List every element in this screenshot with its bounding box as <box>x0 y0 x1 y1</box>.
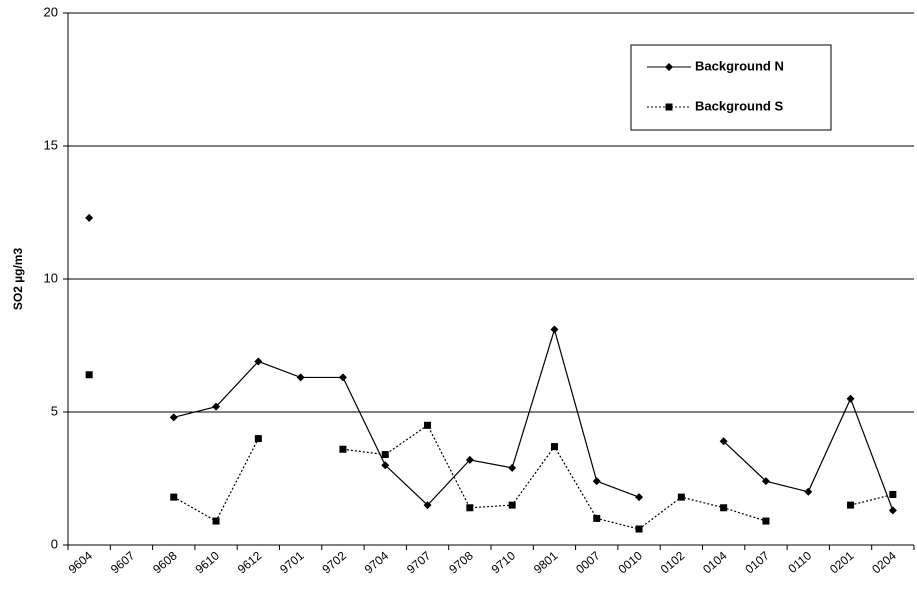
x-tick-label: 0102 <box>658 548 688 576</box>
marker <box>665 63 673 71</box>
marker <box>170 493 178 501</box>
y-tick-label: 20 <box>44 4 58 19</box>
marker <box>719 437 728 446</box>
x-tick-label: 9607 <box>108 548 138 576</box>
marker <box>339 445 347 453</box>
x-tick-label: 9701 <box>277 548 307 576</box>
marker <box>804 487 813 496</box>
x-tick-label: 9710 <box>489 548 519 576</box>
marker <box>85 371 93 379</box>
x-tick-label: 9801 <box>531 548 561 576</box>
x-tick-label: 0110 <box>785 548 814 576</box>
marker <box>254 435 262 443</box>
x-tick-label: 9708 <box>446 548 476 576</box>
y-tick-label: 15 <box>44 137 58 152</box>
x-tick-label: 9704 <box>362 548 392 576</box>
marker <box>424 421 432 429</box>
series-line <box>173 327 894 511</box>
marker <box>508 463 517 472</box>
marker <box>296 373 305 382</box>
y-tick-label: 5 <box>51 403 58 418</box>
x-tick-label: 9604 <box>66 548 96 576</box>
y-axis-label: SO2 µg/m3 <box>11 248 25 311</box>
marker <box>169 413 178 422</box>
legend-label: Background S <box>695 98 783 113</box>
x-tick-label: 0201 <box>827 548 857 576</box>
x-tick-label: 0204 <box>869 548 899 576</box>
marker <box>85 213 94 222</box>
x-tick-label: 0104 <box>700 548 730 576</box>
marker <box>635 525 643 533</box>
marker <box>889 490 897 498</box>
x-tick-label: 0007 <box>573 548 603 576</box>
marker <box>381 451 389 459</box>
marker <box>846 394 855 403</box>
marker <box>720 504 728 512</box>
x-tick-label: 9707 <box>404 548 434 576</box>
marker <box>212 517 220 525</box>
marker <box>592 477 601 486</box>
y-tick-label: 0 <box>51 536 58 551</box>
x-tick-label: 0010 <box>616 548 646 576</box>
marker <box>761 477 770 486</box>
marker <box>508 501 516 509</box>
x-tick-label: 9608 <box>150 548 180 576</box>
x-tick-label: 9610 <box>193 548 223 576</box>
marker <box>465 455 474 464</box>
y-tick-label: 10 <box>44 270 58 285</box>
marker <box>550 325 559 334</box>
x-tick-label: 0107 <box>742 548 772 576</box>
marker <box>423 501 432 510</box>
marker <box>550 443 558 451</box>
marker <box>338 373 347 382</box>
marker <box>665 103 673 111</box>
marker <box>888 506 897 515</box>
x-tick-label: 9702 <box>319 548 349 576</box>
marker <box>466 504 474 512</box>
marker <box>847 501 855 509</box>
x-tick-label: 9612 <box>235 548 265 576</box>
marker <box>212 402 221 411</box>
marker <box>381 461 390 470</box>
series-line <box>173 424 893 530</box>
marker <box>254 357 263 366</box>
legend-label: Background N <box>695 58 784 73</box>
marker <box>762 517 770 525</box>
marker <box>677 493 685 501</box>
marker <box>593 514 601 522</box>
marker <box>635 493 644 502</box>
legend-box <box>630 44 832 131</box>
